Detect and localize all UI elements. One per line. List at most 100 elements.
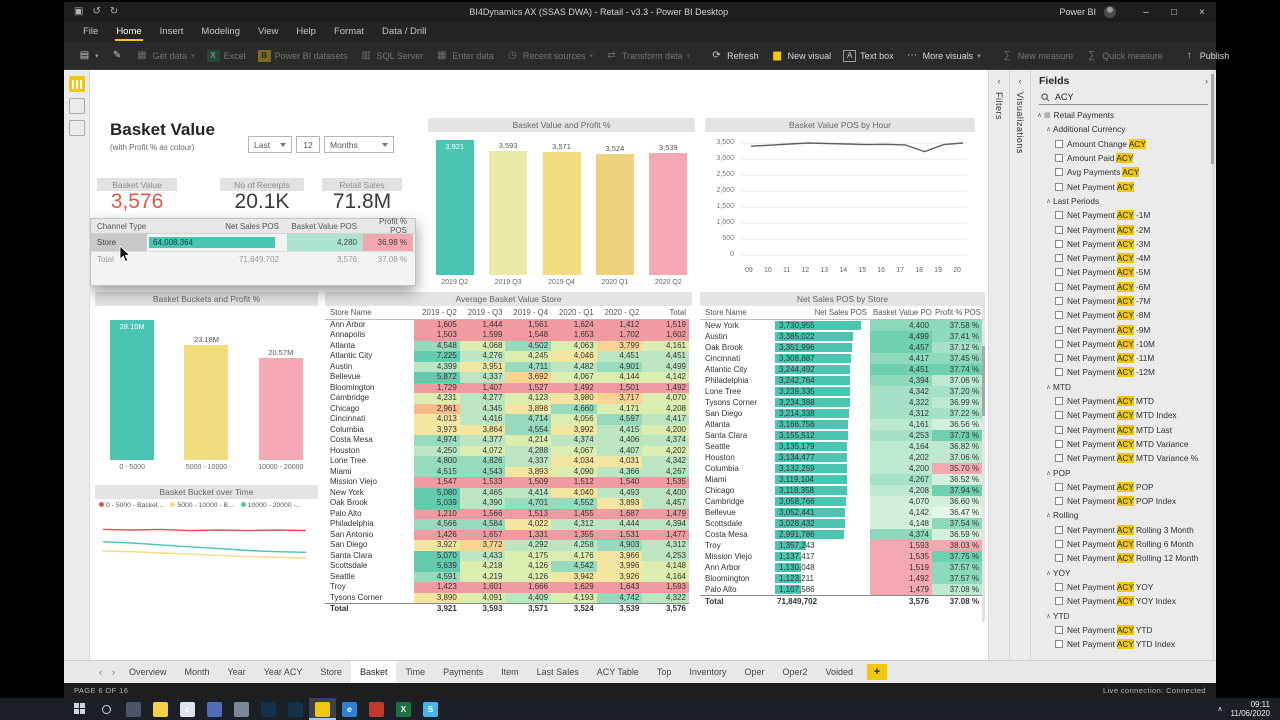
column-header[interactable]: Store Name	[700, 306, 774, 320]
table-row[interactable]: Oak Brook 5,039 4,390 4,701 4,552 3,893 4,457	[325, 498, 689, 509]
field-item[interactable]: Net Payment ACY MTD Index	[1031, 408, 1216, 422]
column-header[interactable]: Basket Value POS	[870, 306, 932, 320]
table-row[interactable]: Columbia 3,132,259 4,200 35.70 %	[700, 462, 982, 474]
column-header[interactable]: Store Name	[325, 306, 415, 320]
table-row[interactable]: Seattle 3,135,179 4,164 36.82 %	[700, 440, 982, 452]
page-tab-store[interactable]: Store	[320, 666, 342, 677]
field-item[interactable]: Net Payment ACY Rolling 12 Month	[1031, 551, 1216, 565]
field-checkbox[interactable]	[1055, 139, 1063, 148]
field-checkbox[interactable]	[1055, 254, 1063, 263]
page-tab-last-sales[interactable]: Last Sales	[536, 666, 579, 677]
ribbon-new-visual-button[interactable]: ▆ New visual	[765, 46, 838, 66]
bar[interactable]	[435, 140, 474, 275]
field-item[interactable]: Net Payment ACY -12M	[1031, 365, 1216, 379]
table-row[interactable]: Cincinnati 3,308,887 4,417 37.45 %	[700, 352, 982, 364]
tray-chevron-icon[interactable]: ∧	[1217, 706, 1223, 713]
table-row[interactable]: Scottsdale 5,639 4,218 4,126 4,542 3,996 4,148	[325, 561, 689, 572]
table-row[interactable]: Chicago 3,118,358 4,208 37.94 %	[700, 484, 982, 496]
filters-pane-collapsed[interactable]: ‹ Filters	[988, 70, 1009, 660]
redo-icon[interactable]: ↻	[109, 6, 119, 17]
folder-item[interactable]: ∧ Additional Currency	[1031, 122, 1216, 136]
folder-item[interactable]: ∧ Rolling	[1031, 508, 1216, 522]
ribbon-power-bi-datasets-button[interactable]: B Power BI datasets	[252, 46, 354, 66]
table-row[interactable]: Troy 1,357,243 1,593 38.03 %	[700, 539, 982, 551]
bar-column-2019-q3[interactable]: 3,593 2019 Q3	[481, 132, 534, 287]
menu-file[interactable]: File	[83, 26, 99, 37]
field-checkbox[interactable]	[1055, 268, 1063, 277]
page-tab-oper2[interactable]: Oper2	[782, 666, 808, 677]
taskbar-icon-edge[interactable]: e	[336, 698, 363, 720]
field-item[interactable]: Net Payment ACY -8M	[1031, 308, 1216, 322]
table-row[interactable]: Lone Tree 3,239,335 4,342 37.20 %	[700, 385, 982, 397]
collapse-caret-icon[interactable]: ∧	[1046, 197, 1051, 205]
taskbar-icon-skype[interactable]: S	[417, 698, 444, 720]
bar-column-2020-q2[interactable]: 3,539 2020 Q2	[642, 132, 695, 287]
field-checkbox[interactable]	[1055, 225, 1063, 234]
kpi-retail-sales[interactable]: 71.8M	[332, 190, 392, 213]
page-tab-month[interactable]: Month	[184, 666, 210, 677]
bar[interactable]	[110, 320, 155, 460]
fields-search-box[interactable]	[1039, 90, 1208, 105]
taskbar-icon-start[interactable]	[66, 698, 93, 720]
ribbon-text-box-button[interactable]: A Text box	[837, 46, 900, 66]
collapse-caret-icon[interactable]: ∧	[1046, 469, 1051, 477]
field-item[interactable]: Net Payment ACY MTD	[1031, 394, 1216, 408]
field-item[interactable]: Net Payment ACY -10M	[1031, 337, 1216, 351]
ribbon-get-data-button[interactable]: ▦ Get data ▾	[130, 46, 201, 66]
table-row[interactable]: Bloomington 1,729 1,407 1,527 1,492 1,501 1,49…	[325, 382, 689, 393]
field-checkbox[interactable]	[1055, 397, 1063, 406]
field-item[interactable]: Amount Paid ACY	[1031, 151, 1216, 165]
field-item[interactable]: Net Payment ACY -9M	[1031, 322, 1216, 336]
field-checkbox[interactable]	[1055, 297, 1063, 305]
bar-column-2020-q1[interactable]: 3,524 2020 Q1	[588, 132, 641, 287]
taskbar-icon-chrome[interactable]: c	[174, 698, 201, 720]
expand-icon[interactable]: ‹	[1018, 76, 1022, 86]
page-tab-year[interactable]: Year	[227, 666, 246, 677]
taskbar-icon-excel[interactable]: X	[390, 698, 417, 720]
table-row[interactable]: Troy 1,423 1,601 1,666 1,629 1,643 1,593	[325, 582, 689, 593]
bar[interactable]	[258, 357, 303, 460]
field-item[interactable]: Net Payment ACY Rolling 3 Month	[1031, 523, 1216, 537]
table-row[interactable]: New York 5,080 4,465 4,414 4,040 4,493 4,400	[325, 487, 689, 498]
table-row[interactable]: Atlanta 4,548 4,068 4,502 4,063 3,799 4,161	[325, 340, 689, 351]
collapse-caret-icon[interactable]: ∧	[1046, 512, 1051, 520]
bar[interactable]	[184, 344, 229, 460]
ribbon-publish-button[interactable]: ↑ Publish	[1177, 46, 1236, 66]
field-item[interactable]: Net Payment ACY Rolling 6 Month	[1031, 537, 1216, 551]
table-row[interactable]: Houston 4,250 4,072 4,288 4,067 4,407 4,202	[325, 445, 689, 456]
menu-format[interactable]: Format	[333, 26, 365, 37]
page-tab-year-acy[interactable]: Year ACY	[263, 666, 303, 677]
table-row[interactable]: Miami 3,119,104 4,267 36.52 %	[700, 473, 982, 485]
table-row[interactable]: Cambridge 3,058,766 4,070 36.60 %	[700, 495, 982, 507]
taskbar-icon-acrobat[interactable]	[363, 698, 390, 720]
report-view-icon[interactable]	[68, 76, 85, 92]
slicer-period-unit[interactable]: Months	[324, 136, 394, 153]
visualizations-pane-collapsed[interactable]: ‹ Visualizations	[1009, 70, 1030, 660]
menu-view[interactable]: View	[257, 26, 279, 37]
page-tab-voided[interactable]: Voided	[825, 666, 854, 677]
scrollbar-thumb[interactable]	[1211, 74, 1214, 164]
field-item[interactable]: Net Payment ACY -7M	[1031, 294, 1216, 308]
column-header[interactable]: 2019 - Q2	[414, 306, 460, 320]
column-header[interactable]: Profit % POS	[932, 306, 982, 320]
field-item[interactable]: Net Payment ACY -1M	[1031, 208, 1216, 222]
legend-item[interactable]: 10000 - 20000 -...	[240, 502, 301, 509]
page-tab-basket[interactable]: Basket	[350, 660, 397, 684]
menu-data-drill[interactable]: Data / Drill	[382, 26, 427, 37]
field-checkbox[interactable]	[1055, 411, 1063, 420]
table-row[interactable]: Chicago 2,961 4,345 3,898 4,660 4,171 4,208	[325, 403, 689, 414]
field-item[interactable]: Net Payment ACY POP Index	[1031, 494, 1216, 508]
bar[interactable]	[542, 152, 581, 275]
table-row[interactable]: Ann Arbor 1,605 1,444 1,561 1,624 1,412 1,519	[325, 319, 689, 330]
field-checkbox[interactable]	[1055, 368, 1063, 377]
search-input[interactable]	[1055, 92, 1195, 102]
taskbar-icon-app-gray[interactable]	[228, 698, 255, 720]
maximize-button[interactable]: □	[1170, 6, 1178, 18]
field-item[interactable]: Net Payment ACY -11M	[1031, 351, 1216, 365]
column-header[interactable]: 2020 - Q2	[596, 306, 643, 320]
collapse-caret-icon[interactable]: ∧	[1037, 112, 1042, 120]
table-row[interactable]: Philadelphia 3,242,764 4,394 37.06 %	[700, 374, 982, 386]
collapse-caret-icon[interactable]: ∧	[1046, 383, 1051, 391]
column-header[interactable]: Total	[642, 306, 689, 320]
field-checkbox[interactable]	[1055, 525, 1063, 534]
